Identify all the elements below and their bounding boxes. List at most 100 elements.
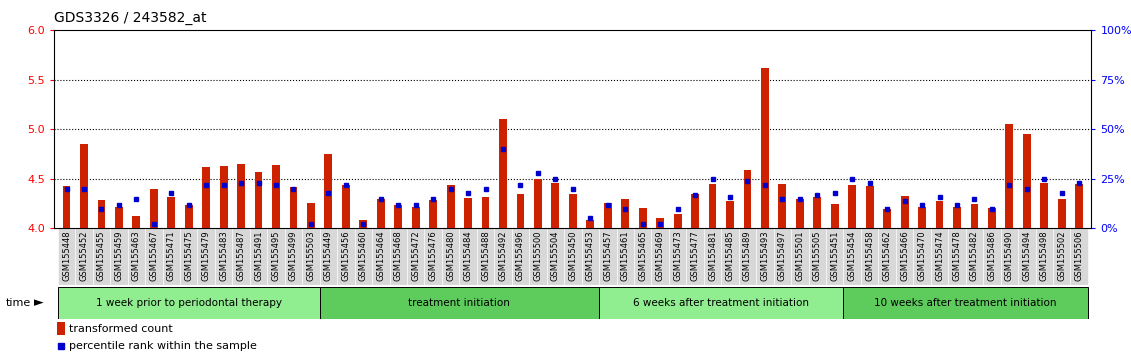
Bar (1018, 228, 1036, 285)
Bar (389, 228, 407, 285)
Bar (198, 228, 215, 285)
Bar (534, 179, 542, 228)
Text: GSM155493: GSM155493 (760, 230, 769, 281)
Text: GSM155448: GSM155448 (62, 230, 71, 281)
Bar (97, 200, 105, 228)
Text: GSM155491: GSM155491 (254, 230, 264, 280)
Text: GSM155474: GSM155474 (935, 230, 944, 281)
Bar (430, 200, 437, 228)
Text: GSM155454: GSM155454 (848, 230, 856, 280)
Bar (377, 199, 385, 228)
Text: GSM155502: GSM155502 (1057, 230, 1067, 280)
Bar (494, 228, 511, 285)
Bar (1053, 228, 1070, 285)
Text: 6 weeks after treatment initiation: 6 weeks after treatment initiation (633, 298, 810, 308)
Text: treatment initiation: treatment initiation (408, 298, 510, 308)
Text: GSM155495: GSM155495 (271, 230, 280, 280)
Bar (395, 205, 403, 228)
Text: GSM155496: GSM155496 (516, 230, 525, 281)
Bar (757, 228, 774, 285)
Text: GSM155453: GSM155453 (586, 230, 595, 281)
Bar (180, 228, 198, 285)
Text: GSM155504: GSM155504 (551, 230, 560, 280)
Text: GSM155456: GSM155456 (342, 230, 351, 281)
Bar (791, 228, 809, 285)
Bar (58, 228, 76, 285)
Bar (424, 228, 442, 285)
Bar (407, 228, 424, 285)
Bar (115, 206, 123, 228)
Text: ►: ► (34, 296, 44, 309)
Bar (865, 186, 873, 228)
Bar (970, 204, 978, 228)
Text: GSM155470: GSM155470 (917, 230, 926, 281)
Text: GSM155464: GSM155464 (377, 230, 386, 281)
Text: GSM155488: GSM155488 (481, 230, 490, 281)
Bar (726, 201, 734, 228)
Text: GSM155475: GSM155475 (184, 230, 193, 281)
Bar (586, 221, 594, 228)
Text: GSM155459: GSM155459 (114, 230, 123, 280)
Text: GSM155484: GSM155484 (464, 230, 473, 281)
Bar (355, 228, 372, 285)
Bar (184, 205, 192, 228)
Text: GSM155500: GSM155500 (534, 230, 543, 280)
Text: GSM155487: GSM155487 (236, 230, 245, 281)
Bar (831, 204, 839, 228)
Bar (599, 228, 616, 285)
Bar (634, 228, 651, 285)
Bar (302, 228, 320, 285)
Text: GSM155505: GSM155505 (813, 230, 822, 280)
Bar (844, 228, 861, 285)
Text: GSM155449: GSM155449 (323, 230, 333, 280)
Text: GSM155471: GSM155471 (166, 230, 175, 281)
Bar (110, 228, 128, 285)
Bar (76, 228, 93, 285)
Bar (1041, 183, 1048, 228)
Bar (809, 228, 826, 285)
Bar (232, 228, 250, 285)
Bar (691, 194, 699, 228)
Text: GSM155478: GSM155478 (952, 230, 961, 281)
Bar (668, 228, 687, 285)
Text: GSM155501: GSM155501 (795, 230, 804, 280)
Text: GSM155469: GSM155469 (656, 230, 665, 281)
Bar (813, 196, 821, 228)
Bar (202, 167, 210, 228)
Text: GSM155479: GSM155479 (201, 230, 210, 281)
Bar (796, 199, 804, 228)
Bar (552, 183, 560, 228)
Text: GSM155462: GSM155462 (882, 230, 891, 281)
Bar (511, 228, 529, 285)
Text: GSM155482: GSM155482 (970, 230, 979, 281)
Text: GSM155483: GSM155483 (219, 230, 228, 281)
Text: GSM155472: GSM155472 (412, 230, 421, 281)
Text: GSM155481: GSM155481 (708, 230, 717, 281)
Bar (883, 209, 891, 228)
Bar (983, 228, 1001, 285)
Bar (219, 166, 227, 228)
Bar (1070, 228, 1088, 285)
Text: GSM155489: GSM155489 (743, 230, 752, 281)
Bar (722, 228, 739, 285)
Bar (656, 218, 664, 228)
Bar (703, 228, 722, 285)
Bar (914, 228, 931, 285)
Bar (709, 184, 716, 228)
Bar (150, 189, 157, 228)
Bar (621, 199, 629, 228)
Bar (966, 228, 983, 285)
Bar (320, 228, 337, 285)
Bar (499, 119, 507, 228)
Text: GSM155466: GSM155466 (900, 230, 909, 281)
Bar (250, 228, 267, 285)
Text: GSM155473: GSM155473 (673, 230, 682, 281)
Bar (604, 202, 612, 228)
Bar (546, 228, 564, 285)
Bar (412, 206, 420, 228)
Bar (529, 228, 546, 285)
Bar (739, 228, 757, 285)
Bar (447, 185, 455, 228)
Bar (931, 228, 948, 285)
Bar (360, 221, 368, 228)
